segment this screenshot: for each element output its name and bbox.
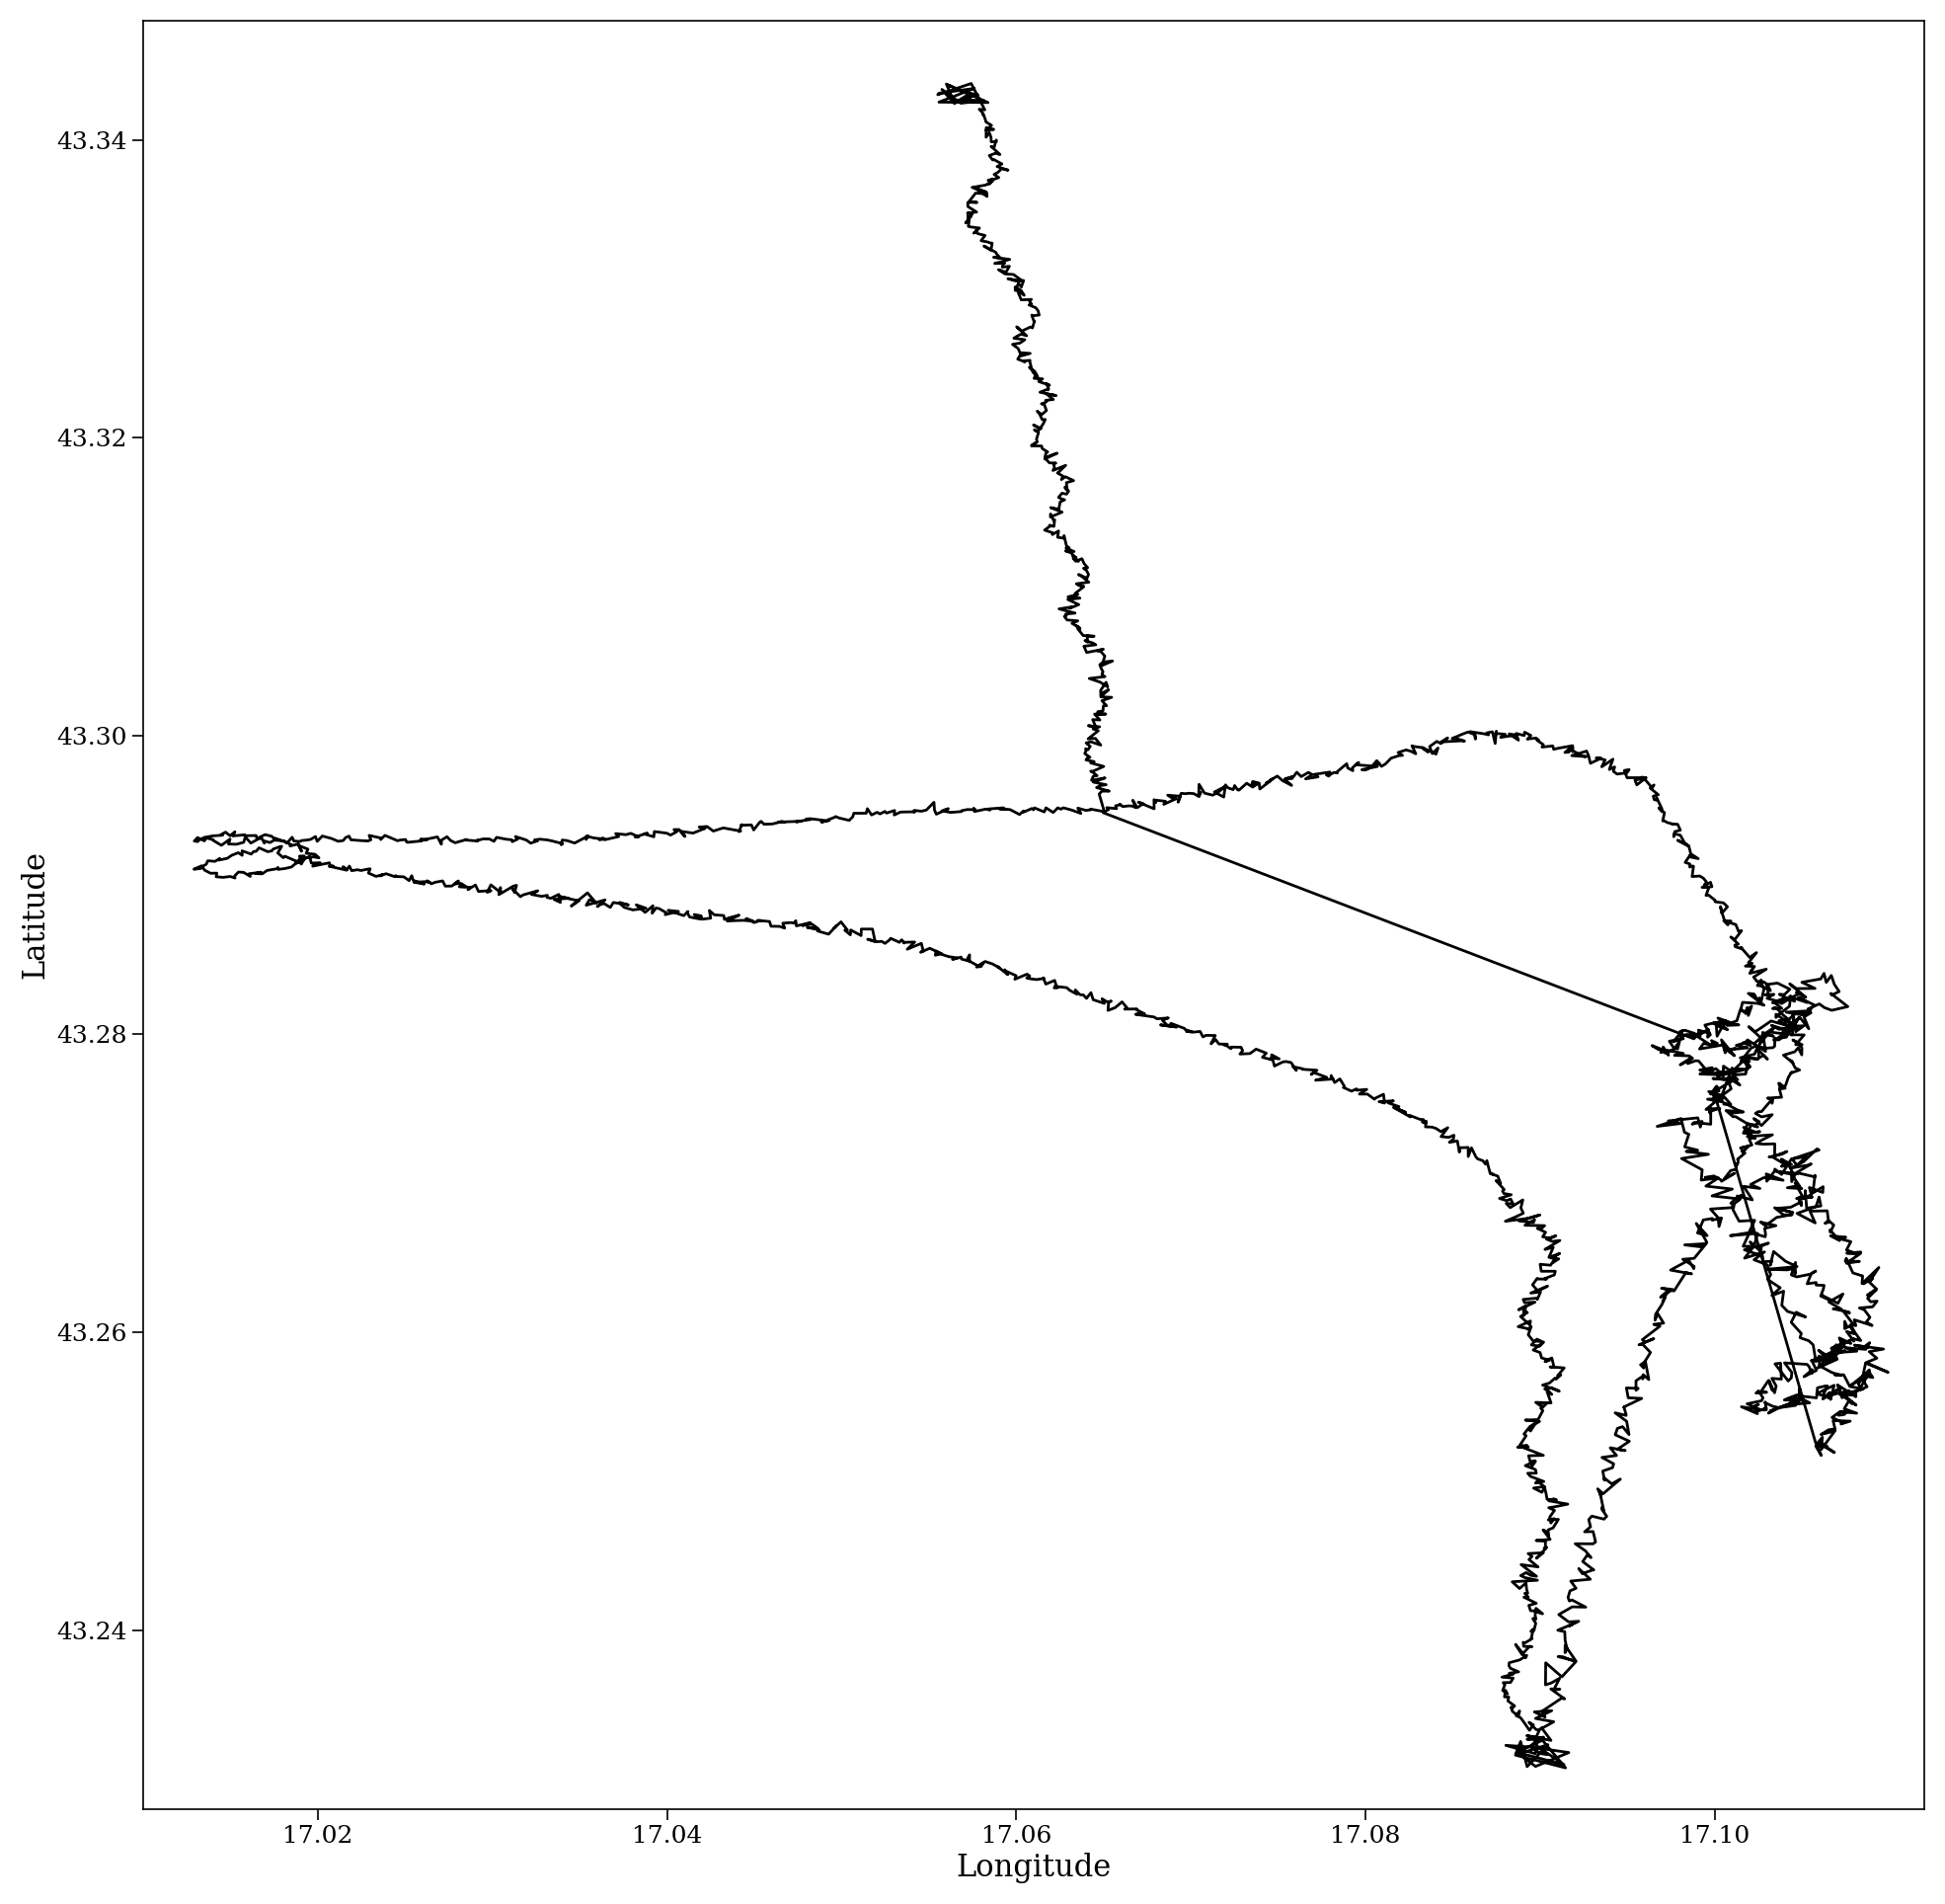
Y-axis label: Latitude: Latitude (21, 851, 51, 979)
X-axis label: Longitude: Longitude (957, 1853, 1111, 1883)
